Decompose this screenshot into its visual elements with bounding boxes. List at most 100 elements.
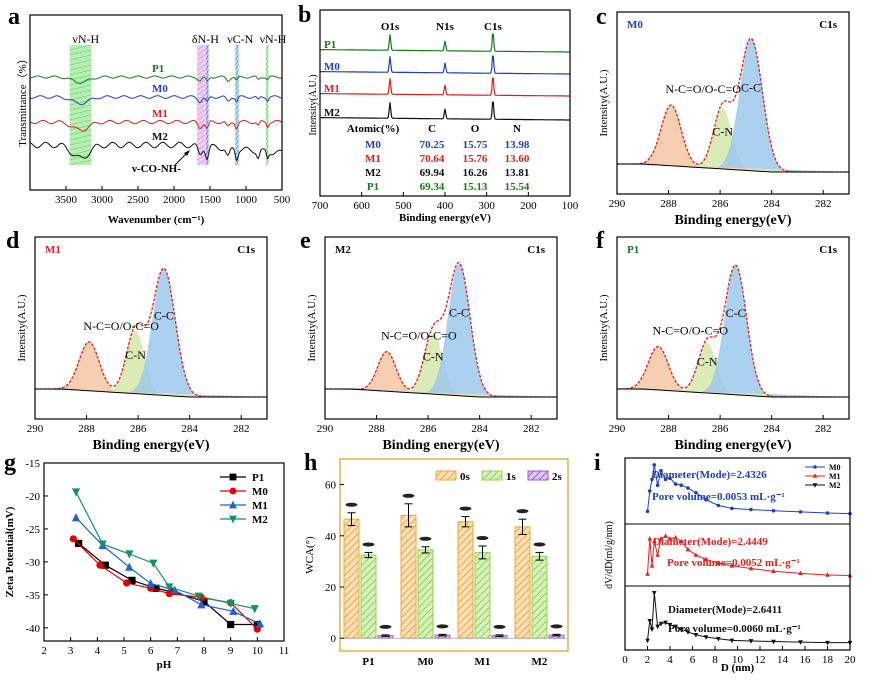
data-point-M0 [686, 486, 690, 490]
peak-label-2: C-C [726, 306, 746, 320]
data-point-M0 [123, 579, 131, 587]
x-tick-label: 286 [130, 423, 147, 435]
band-hatch [205, 109, 209, 116]
band-hatch [205, 54, 209, 61]
x-tick-label: 2000 [163, 194, 186, 206]
band-hatch [234, 84, 240, 91]
x-tick-label: 5 [121, 645, 127, 657]
x-tick-label: 7 [175, 645, 181, 657]
x-tick-label: 282 [233, 423, 250, 435]
band-hatch [205, 149, 209, 156]
peak-label-2: C-C [741, 81, 761, 95]
plot-frame [624, 457, 851, 651]
error-marker [493, 624, 506, 629]
legend-marker-M1 [229, 500, 237, 509]
band-hatch [234, 134, 240, 141]
legend-label-0s: 0s [460, 471, 471, 483]
core-label: C1s [237, 244, 255, 256]
band-hatch [234, 139, 240, 146]
baseline [617, 163, 849, 173]
band-hatch [69, 49, 92, 56]
table-cell: 69.94 [420, 167, 445, 179]
panel-letter: h [304, 450, 317, 476]
x-tick-label: 4 [667, 654, 673, 666]
legend-label-M1: M1 [252, 500, 268, 512]
y-tick-label: -30 [25, 557, 40, 569]
sample-label: M1 [45, 244, 61, 256]
band-hatch [69, 104, 92, 111]
data-point-M0 [663, 477, 668, 482]
legend-label-2s: 2s [552, 471, 563, 483]
band-hatch [196, 89, 206, 96]
data-point-M2 [647, 619, 653, 624]
panel-letter: i [594, 450, 601, 476]
data-point-M1 [125, 562, 134, 571]
band-hatch [69, 64, 92, 71]
band-hatch [205, 49, 209, 56]
band-hatch [265, 84, 269, 91]
data-point-P1 [227, 620, 235, 629]
x-tick-label: 3000 [91, 194, 114, 206]
table-cell: 15.54 [505, 181, 530, 193]
data-point-M2 [98, 540, 107, 549]
error-marker [379, 624, 392, 629]
x-tick-label: 100 [562, 200, 579, 212]
data-point-M1 [748, 565, 754, 571]
band-hatch [265, 89, 269, 96]
x-tick-label: 600 [353, 200, 370, 212]
legend-label-1s: 1s [506, 471, 517, 483]
band-hatch [234, 159, 240, 166]
band-hatch [265, 114, 269, 121]
data-point-M2 [645, 638, 650, 644]
band-hatch [234, 94, 240, 101]
annotation: ν-CO-NH- [131, 163, 181, 175]
band-hatch [196, 44, 206, 51]
series-line-M2 [75, 491, 255, 610]
data-point-M0 [694, 490, 698, 495]
data-point-M2 [663, 620, 668, 626]
band-hatch [69, 109, 92, 116]
peak-label-1: C-N [712, 125, 733, 139]
y-tick-label: -40 [25, 623, 40, 635]
peak-label-0: N-C=O/O-C=O [652, 323, 728, 337]
legend-marker-M0 [813, 465, 817, 469]
band-hatch [265, 44, 269, 51]
series-line-P1 [29, 75, 283, 85]
data-point-M1 [825, 572, 830, 577]
data-point-M0 [650, 477, 654, 482]
x-axis-title: Binding energy(eV) [674, 213, 791, 228]
data-point-M2 [825, 640, 830, 646]
data-point-M2 [165, 583, 174, 592]
table-row-name: P1 [367, 181, 379, 193]
y-tick-label: 40 [325, 531, 337, 543]
panel-g: P1 M0 M1 M2 2 3 4 5 6 7 8 9 10 11 -15 -20 -25 -30 -35 -40 pH… [4, 450, 289, 671]
plot-frame [339, 458, 569, 652]
x-tick-label: 284 [763, 423, 780, 435]
panel-letter: e [300, 228, 311, 254]
band-hatch [234, 149, 240, 156]
band-4 [266, 45, 269, 165]
x-tick-label: 290 [609, 423, 626, 435]
band-hatch [69, 149, 92, 156]
table-header: Atomic(%) [347, 123, 400, 135]
peak-label-1: C-N [423, 350, 444, 364]
band-hatch [69, 79, 92, 86]
data-point-M0 [825, 511, 830, 515]
x-axis-title: Binding energy(eV) [382, 438, 499, 453]
band-hatch [205, 139, 209, 146]
table-row-name: M2 [365, 167, 381, 179]
baseline [325, 388, 557, 398]
data-point-M2 [678, 627, 684, 632]
y-axis-title: Intensity(A.U.) [598, 294, 610, 362]
data-point-M1 [693, 552, 699, 557]
x-tick-label: 10 [732, 654, 744, 666]
band-hatch [69, 59, 92, 66]
band-1 [197, 45, 205, 165]
panel-d: N-C=O/O-C=O C-N C-C M1 C1s 290 288 286 284 282 Bin… [6, 228, 268, 453]
data-point-M2 [250, 605, 259, 614]
error-marker [402, 493, 415, 498]
data-point-M1 [255, 619, 265, 628]
band-hatch [69, 89, 92, 96]
data-point-M0 [668, 476, 672, 481]
band-hatch [265, 134, 269, 141]
